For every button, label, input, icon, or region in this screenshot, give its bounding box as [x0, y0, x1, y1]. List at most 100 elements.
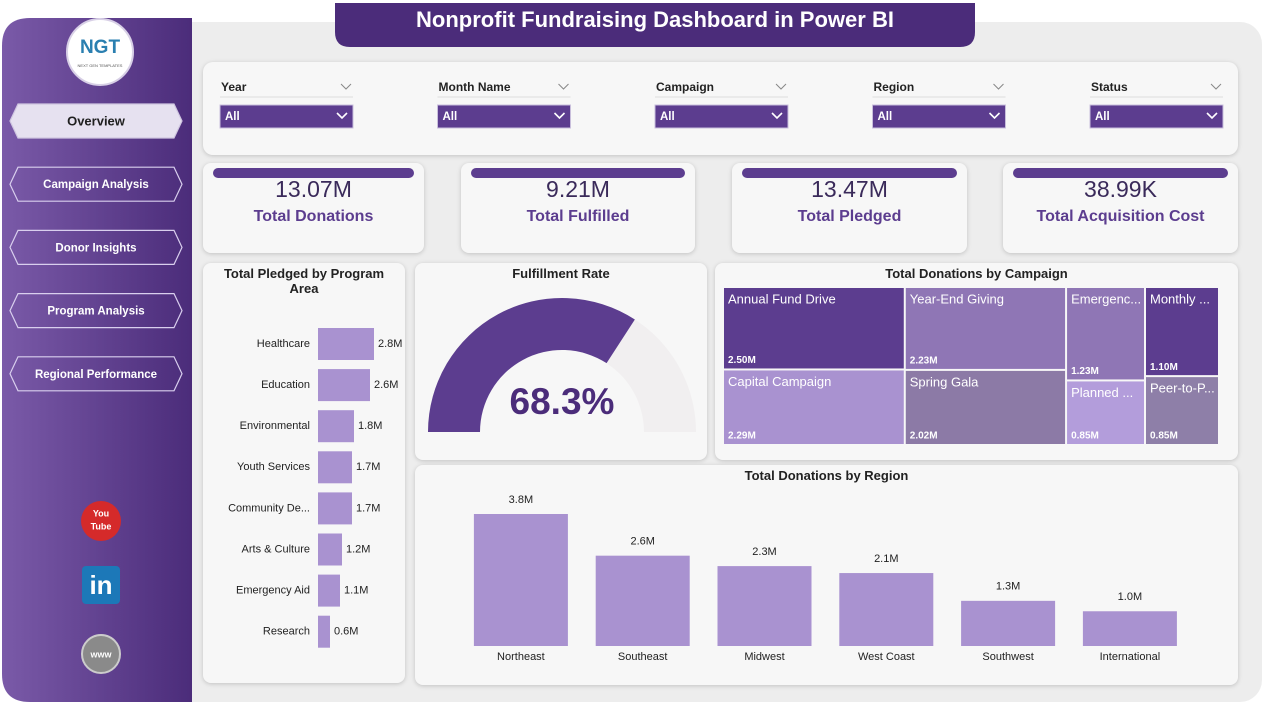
kpi-value: 13.07M: [275, 176, 352, 202]
kpi-accent: [1013, 168, 1228, 178]
treemap-value: 2.23M: [910, 356, 938, 367]
filter-dropdown[interactable]: [219, 104, 354, 129]
web-icon[interactable]: [81, 634, 121, 674]
data-label: 1.8M: [358, 420, 382, 432]
filter-selection[interactable]: All: [225, 111, 240, 123]
linkedin-text: in: [89, 570, 112, 600]
nav-label[interactable]: Campaign Analysis: [43, 179, 149, 191]
filter-label: Region: [874, 80, 915, 94]
filter-selection[interactable]: All: [878, 111, 893, 123]
nav-button[interactable]: [9, 293, 183, 329]
nav-label[interactable]: Overview: [67, 113, 126, 128]
filter-dropdown[interactable]: [654, 104, 789, 129]
logo: [66, 18, 134, 86]
kpi-label: Total Donations: [254, 208, 374, 225]
treemap-cell: [724, 288, 904, 369]
filter-label: Year: [221, 80, 247, 94]
bar: [473, 514, 568, 646]
filter-selection[interactable]: All: [443, 111, 458, 123]
kpi-accent: [213, 168, 414, 178]
bar: [318, 451, 352, 484]
chevron: [993, 83, 1004, 90]
treemap-value: 0.85M: [1150, 431, 1178, 442]
category-label: Community De...: [228, 502, 310, 514]
treemap-value: 2.29M: [728, 431, 756, 442]
chart-title-box: Fulfillment Rate: [512, 266, 610, 281]
treemap-value: 0.85M: [1071, 431, 1099, 442]
filter-dropdown[interactable]: [872, 104, 1006, 129]
nav-button[interactable]: [9, 103, 183, 139]
nav-label[interactable]: Donor Insights: [55, 242, 136, 254]
category-label: Environmental: [240, 420, 310, 432]
sidebar: [2, 18, 192, 702]
bar: [318, 533, 342, 566]
kpi-label: Total Acquisition Cost: [1037, 208, 1206, 225]
filter-label: Campaign: [656, 80, 714, 94]
category-label: Youth Services: [237, 461, 310, 473]
nav-button[interactable]: [9, 229, 183, 265]
chevron: [775, 83, 787, 90]
treemap-cell: [905, 288, 1066, 369]
kpi-label: Total Fulfilled: [527, 208, 630, 225]
data-label: 1.7M: [356, 461, 380, 473]
treemap-value: 1.10M: [1150, 362, 1178, 373]
filter-selection[interactable]: All: [1095, 111, 1110, 123]
filter-label: Month Name: [439, 80, 511, 94]
data-label: 2.6M: [630, 536, 654, 548]
bar: [318, 574, 340, 607]
kpi-accent: [742, 168, 957, 178]
nav-button[interactable]: [9, 166, 183, 202]
chevron: [988, 112, 1001, 120]
web-text: www: [89, 649, 112, 659]
bar: [961, 600, 1056, 646]
treemap-label: Capital Campaign: [728, 374, 831, 389]
chart-title-box: Total Donations by Region: [744, 468, 909, 483]
nav-label[interactable]: Regional Performance: [35, 369, 157, 381]
dashboard-title: Nonprofit Fundraising Dashboard in Power…: [416, 7, 894, 32]
chart-title: Total Pledged by Program Area: [223, 266, 385, 296]
bar: [318, 369, 370, 402]
gauge-value: 68.3%: [510, 381, 615, 422]
treemap-cell: [1145, 377, 1218, 444]
treemap-value: 1.23M: [1071, 366, 1099, 377]
chevron: [1210, 83, 1222, 90]
nav-button[interactable]: [9, 356, 183, 392]
data-label: 1.2M: [346, 543, 370, 555]
treemap-cell: [1145, 288, 1218, 376]
content: Overview Campaign Analysis Donor Insights P…: [9, 80, 1238, 685]
nav-label[interactable]: Program Analysis: [47, 306, 144, 318]
chevron: [336, 112, 348, 120]
treemap-label: Monthly ...: [1150, 291, 1210, 306]
bar: [1082, 611, 1177, 646]
chevron: [771, 112, 783, 120]
treemap-cell: [905, 370, 1066, 444]
bar: [595, 555, 690, 646]
filter-selection[interactable]: All: [660, 111, 675, 123]
treemap-label: Planned ...: [1071, 385, 1133, 400]
treemap-value: 2.02M: [910, 431, 938, 442]
category-label: Healthcare: [257, 338, 310, 350]
chevron: [340, 83, 352, 90]
data-label: 2.1M: [874, 553, 898, 565]
category-label: International: [1100, 651, 1161, 663]
bar: [318, 410, 354, 443]
youtube-icon[interactable]: [81, 501, 121, 541]
linkedin-icon[interactable]: [82, 566, 120, 604]
chart-title: Total Donations by Region: [744, 468, 909, 483]
filter-dropdown[interactable]: [1089, 104, 1224, 129]
treemap-label: Year-End Giving: [910, 291, 1004, 306]
chart-title-box: Total Donations by Campaign: [885, 266, 1068, 281]
bar: [839, 573, 934, 646]
gauge-fill: [428, 297, 635, 432]
category-label: Education: [261, 379, 310, 391]
kpi-card: [1003, 163, 1238, 253]
bar: [717, 566, 812, 646]
bar: [318, 328, 374, 360]
category-label: Research: [263, 626, 310, 638]
filter-dropdown[interactable]: [437, 104, 571, 129]
kpi-value: 13.47M: [811, 176, 888, 202]
data-label: 2.6M: [374, 379, 398, 391]
data-label: 1.7M: [356, 502, 380, 514]
category-label: Southwest: [982, 651, 1033, 663]
